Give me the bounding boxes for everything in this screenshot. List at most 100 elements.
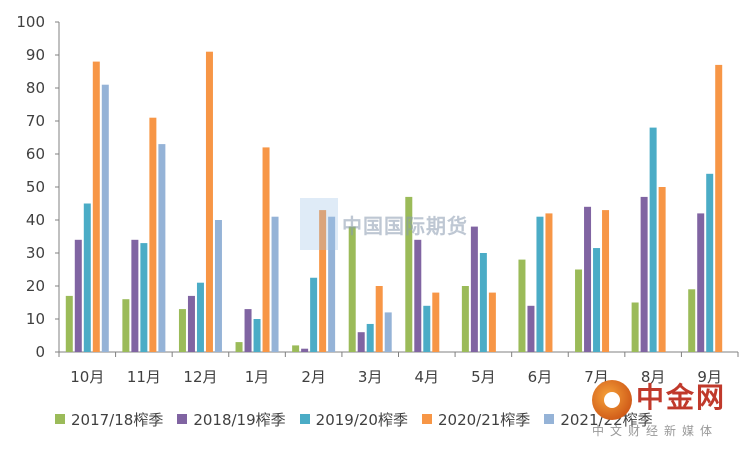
x-tick-label: 1月 [245,368,270,386]
brand-name: 中金网 [636,381,727,414]
x-tick-label: 4月 [415,368,440,386]
bar [214,220,222,352]
x-tick-label: 11月 [127,368,161,386]
bars [65,51,723,353]
y-tick-label: 80 [26,79,45,97]
y-tick-label: 100 [16,13,45,31]
bar [518,259,526,352]
legend-label: 2021/22榨季 [560,410,653,429]
bar [348,226,356,352]
bar [262,147,270,352]
watermark: 中国国际期货 [300,198,468,250]
legend-item: 2017/18榨季 [55,409,163,430]
bar [319,210,327,352]
bar [244,309,252,352]
bar [545,213,553,352]
brand-logo: 中金网 中文财经新媒体 [592,372,742,442]
bar [149,117,157,352]
brand-circle-icon [592,380,632,420]
x-tick-label: 8月 [641,368,666,386]
bar [140,243,148,352]
legend-swatch [177,414,188,424]
bar [310,277,318,352]
y-tick-label: 60 [26,145,45,163]
y-tick-label: 50 [26,178,45,196]
bar [92,61,100,352]
legend-label: 2020/21榨季 [437,410,531,429]
bar [697,213,705,352]
bar [470,226,478,352]
bar [384,312,392,352]
bar [178,309,186,352]
bar [414,239,422,352]
bar [584,206,592,352]
bar [74,239,82,352]
bar [357,332,365,352]
y-tick-label: 70 [26,112,45,130]
bar [715,64,723,353]
legend-swatch [421,414,432,424]
legend-label: 2019/20榨季 [315,410,408,429]
x-tick-label: 10月 [70,368,104,386]
bar [292,345,300,352]
bar [658,187,666,352]
legend-label: 2017/18榨季 [71,410,164,429]
legend-swatch [544,414,555,424]
bar [640,196,648,352]
bar [649,127,657,352]
watermark-text: 中国国际期货 [342,213,468,238]
bar [536,216,544,352]
bar [235,342,243,352]
legend-swatch [299,414,310,424]
bar [328,216,336,352]
bar [271,216,279,352]
y-tick-label: 30 [26,244,45,262]
legend: 2017/18榨季 2018/19榨季 2019/20榨季 2020/21榨季 2021… [55,405,653,433]
legend-item: 2019/20榨季 [299,409,408,430]
x-tick-label: 9月 [697,368,722,386]
bar [488,292,496,352]
bar [706,173,714,352]
bar [196,282,204,352]
y-tick-label: 40 [26,211,45,229]
y-tick-label: 90 [26,46,45,64]
bar [122,299,130,352]
y-tick-label: 10 [26,310,45,328]
x-tick-label: 2月 [301,368,326,386]
x-tick-label: 12月 [183,368,217,386]
bar [575,269,583,352]
watermark-logo [300,198,338,250]
bar [65,295,73,352]
legend-item: 2021/22榨季 [544,409,653,430]
bar [101,84,109,352]
x-tick-label: 3月 [358,368,383,386]
bar [253,319,261,352]
bar [631,302,639,352]
bar [158,144,166,352]
x-tick-label: 5月 [471,368,496,386]
bar [423,305,431,352]
bar [366,323,374,352]
legend-item: 2018/19榨季 [177,409,286,430]
bar [461,286,469,352]
legend-label: 2018/19榨季 [193,410,286,429]
bar [479,253,487,352]
x-tick-label: 6月 [528,368,553,386]
axes: 0 10 20 30 40 50 60 70 80 90 100 10月 11月 12月 1月 2月 3月 4月 5… [16,13,739,386]
y-tick-label: 20 [26,277,45,295]
bar [688,289,696,352]
brand-subtitle: 中文财经新媒体 [592,424,719,438]
bar [432,292,440,352]
bar [602,210,610,352]
bar [83,203,91,352]
bar [593,248,601,352]
legend-swatch [55,414,65,424]
bar [405,196,413,352]
bar [205,51,213,352]
bar [187,295,195,352]
bar [375,286,383,352]
bar [131,239,139,352]
y-tick-label: 0 [35,343,45,361]
